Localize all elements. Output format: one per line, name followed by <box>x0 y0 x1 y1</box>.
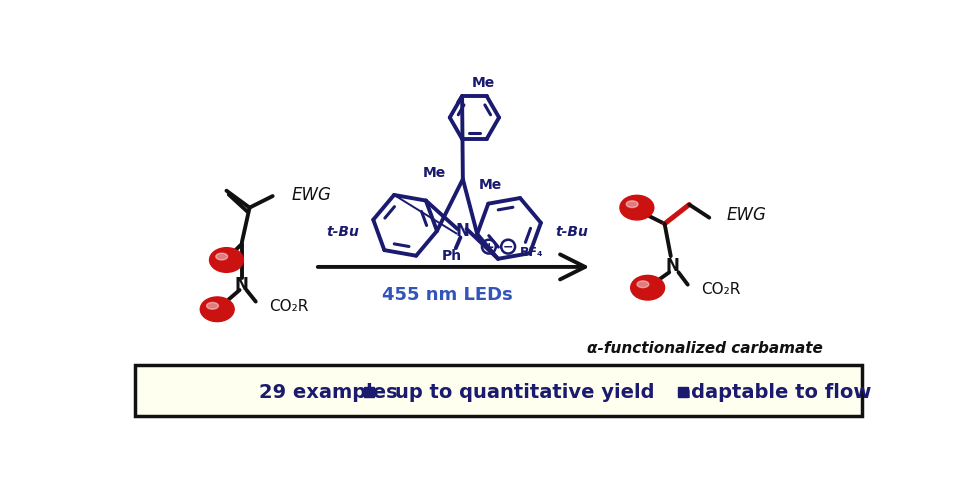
Text: BF₄: BF₄ <box>520 246 543 259</box>
Text: −: − <box>503 241 514 254</box>
Ellipse shape <box>631 275 665 300</box>
Text: Ph: Ph <box>442 249 462 263</box>
Text: N: N <box>234 275 249 294</box>
Text: N: N <box>455 222 469 240</box>
Text: +: + <box>484 241 494 254</box>
Text: CO₂R: CO₂R <box>270 299 309 314</box>
Ellipse shape <box>637 281 649 288</box>
Ellipse shape <box>216 253 228 260</box>
Text: adaptable to flow: adaptable to flow <box>678 383 872 402</box>
FancyBboxPatch shape <box>135 365 862 416</box>
Ellipse shape <box>209 248 243 272</box>
Text: α-functionalized carbamate: α-functionalized carbamate <box>588 341 823 356</box>
Text: N: N <box>666 257 679 275</box>
Bar <box>678 387 689 397</box>
Text: Me: Me <box>422 166 446 180</box>
Text: EWG: EWG <box>726 205 766 224</box>
Text: 29 examples: 29 examples <box>259 383 397 402</box>
Text: CO₂R: CO₂R <box>701 282 740 297</box>
Ellipse shape <box>206 302 218 309</box>
Text: 455 nm LEDs: 455 nm LEDs <box>382 285 513 304</box>
Ellipse shape <box>627 201 638 207</box>
Ellipse shape <box>620 195 654 220</box>
FancyArrowPatch shape <box>318 254 585 279</box>
Text: t-Bu: t-Bu <box>556 225 588 240</box>
Text: t-Bu: t-Bu <box>326 225 359 239</box>
Text: up to quantitative yield: up to quantitative yield <box>395 383 654 402</box>
Text: Me: Me <box>472 76 495 90</box>
Text: EWG: EWG <box>292 185 332 204</box>
Bar <box>364 387 374 397</box>
Text: Me: Me <box>479 178 501 192</box>
Ellipse shape <box>200 297 234 321</box>
